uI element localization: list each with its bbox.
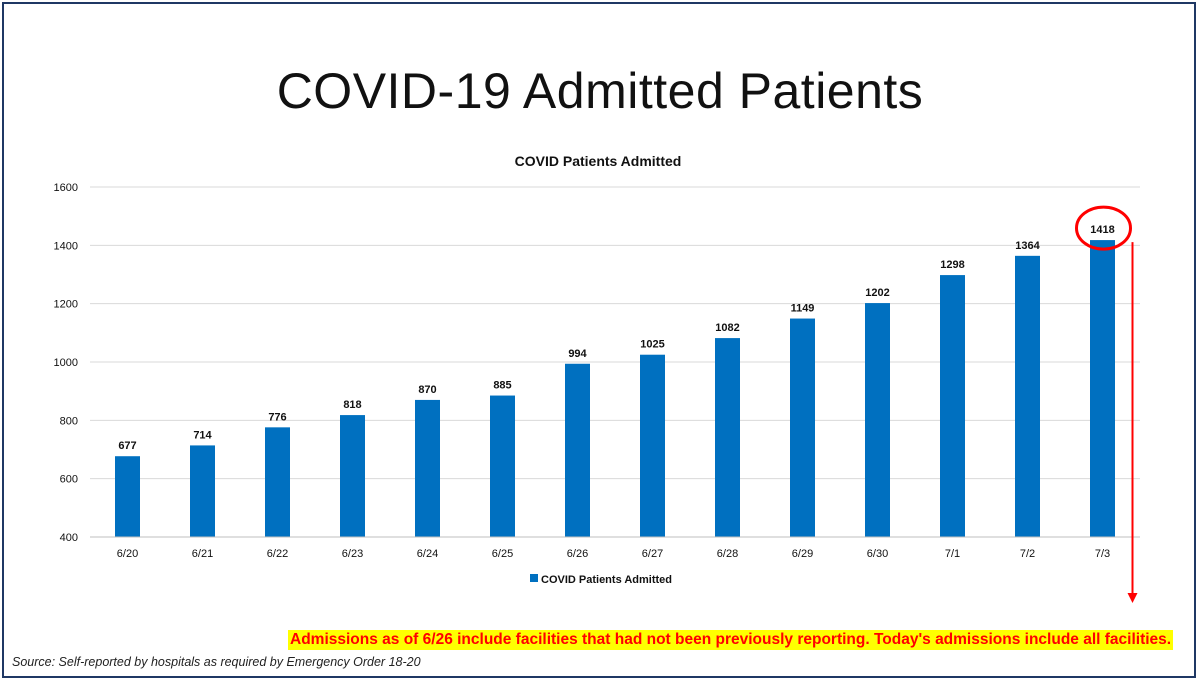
x-tick-label: 6/25 <box>492 548 513 560</box>
y-tick-label: 1200 <box>54 299 78 311</box>
highlight-annotation <box>1075 205 1138 603</box>
bars <box>115 240 1115 538</box>
chart-title: COVID Patients Admitted <box>515 153 682 169</box>
data-label: 885 <box>493 380 511 392</box>
y-tick-label: 1600 <box>54 182 78 194</box>
data-labels: 677 714 776 818 870 885 994 1025 1082 1149 1202 129… <box>118 224 1114 452</box>
data-label: 1364 <box>1015 240 1040 252</box>
x-tick-label: 6/30 <box>867 548 888 560</box>
y-tick-label: 800 <box>60 415 78 427</box>
y-tick-label: 1000 <box>54 357 78 369</box>
x-tick-label: 7/2 <box>1020 548 1035 560</box>
data-label: 776 <box>268 411 286 423</box>
data-label: 1298 <box>940 259 964 271</box>
bar <box>940 275 965 537</box>
x-tick-label: 7/3 <box>1095 548 1110 560</box>
data-label: 1202 <box>865 287 889 299</box>
bar <box>415 399 440 537</box>
x-tick-label: 6/26 <box>567 548 588 560</box>
bar <box>1015 255 1040 538</box>
y-tick-label: 600 <box>60 474 78 486</box>
legend: COVID Patients Admitted <box>530 574 672 586</box>
data-label: 994 <box>568 348 587 360</box>
x-tick-label: 6/20 <box>117 548 138 560</box>
data-label: 677 <box>118 440 136 452</box>
source-caption: Source: Self-reported by hospitals as re… <box>12 655 421 669</box>
slide-title: COVID-19 Admitted Patients <box>276 63 924 119</box>
data-label: 1149 <box>791 303 815 315</box>
chart-gridlines <box>90 186 1140 538</box>
x-tick-label: 6/27 <box>642 548 663 560</box>
data-label: 1025 <box>640 339 664 351</box>
x-tick-label: 6/22 <box>267 548 288 560</box>
x-tick-label: 6/23 <box>342 548 363 560</box>
data-label: 714 <box>193 429 212 441</box>
bar <box>640 354 665 537</box>
bar <box>790 318 815 537</box>
bar <box>1090 240 1115 538</box>
bar <box>565 363 590 537</box>
x-tick-label: 6/21 <box>192 548 213 560</box>
admissions-note: Admissions as of 6/26 include facilities… <box>288 630 1174 650</box>
bar <box>715 338 740 537</box>
x-tick-label: 6/24 <box>417 548 438 560</box>
bar <box>340 415 365 537</box>
y-tick-label: 1400 <box>54 240 78 252</box>
bar <box>265 427 290 537</box>
x-tick-label: 6/28 <box>717 548 738 560</box>
data-label: 1418 <box>1090 224 1114 236</box>
y-tick-label: 400 <box>60 532 78 544</box>
x-axis: 6/20 6/21 6/22 6/23 6/24 6/25 6/26 6/27 6/28 6/29… <box>90 536 1140 560</box>
x-tick-label: 6/29 <box>792 548 813 560</box>
legend-swatch <box>530 574 538 582</box>
x-tick-label: 7/1 <box>945 548 960 560</box>
bar <box>115 456 140 537</box>
data-label: 1082 <box>715 322 739 334</box>
data-label: 870 <box>418 384 436 396</box>
bar <box>190 445 215 537</box>
legend-label: COVID Patients Admitted <box>541 574 672 586</box>
bar <box>490 395 515 537</box>
y-axis: 400 600 800 1000 1200 1400 1600 <box>54 182 78 544</box>
highlight-circle <box>1075 205 1132 251</box>
bar <box>865 303 890 537</box>
data-label: 818 <box>343 399 361 411</box>
